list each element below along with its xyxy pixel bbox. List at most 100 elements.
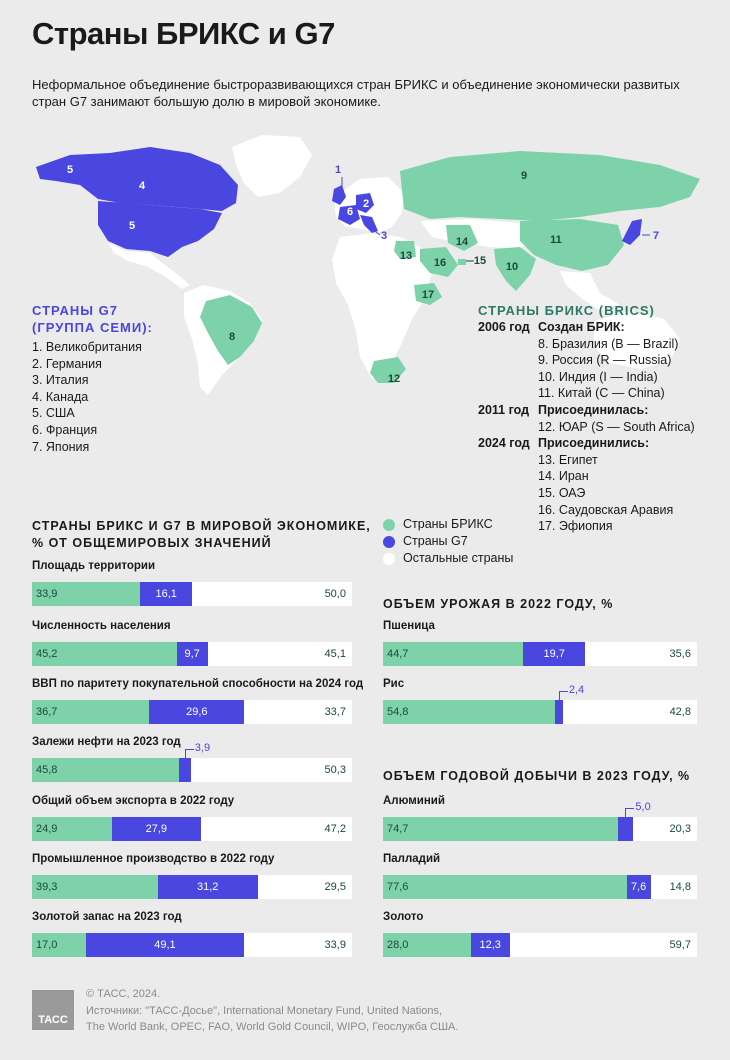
canada-shape	[36, 147, 238, 211]
legend-item-g7: Страны G7	[383, 533, 513, 550]
g7-member: 4. Канада	[32, 389, 89, 404]
bar-segment-g7: 29,6	[149, 700, 245, 724]
legend-label-brics: Страны БРИКС	[403, 517, 493, 531]
g7-member: 1. Великобритания	[32, 340, 142, 354]
g7-member: 5. США	[32, 406, 75, 421]
uae-shape	[458, 259, 466, 265]
bar-category-label: Золотой запас на 2023 год	[32, 911, 182, 923]
egypt-shape	[394, 241, 416, 259]
bar-segment-g7: 19,7	[523, 642, 586, 666]
map-number-14: 14	[456, 236, 469, 248]
map-number-5b: 5	[129, 220, 135, 232]
bar-category-label: Алюминий	[383, 795, 445, 807]
brics-group-title: Создан БРИК:	[538, 320, 625, 334]
bar-segment-brics: 45,8	[32, 758, 179, 782]
brics-year: 2024 год	[478, 436, 530, 451]
brics-year: 2011 год	[478, 402, 530, 417]
brics-group-2006: 2006 год Создан БРИК:	[478, 319, 718, 336]
legend-item-brics: Страны БРИКС	[383, 516, 513, 533]
japan-shape	[622, 219, 642, 245]
g7-member: 6. Франция	[32, 422, 98, 437]
map-number-13: 13	[400, 250, 412, 262]
bar-segment-others: 59,7	[509, 933, 697, 957]
map-number-17: 17	[422, 289, 434, 301]
map-number-11: 11	[550, 234, 562, 246]
stacked-bar: 39,3 31,2 29,5	[32, 875, 352, 899]
germany-shape	[356, 193, 374, 213]
brics-heading: СТРАНЫ БРИКС (BRICS)	[478, 303, 655, 318]
africa-shape	[332, 233, 432, 379]
stacked-bar: 54,8 42,8	[383, 700, 697, 724]
bar-category-label: Численность населения	[32, 620, 171, 632]
brics-member: 15. ОАЭ	[538, 485, 586, 500]
bar-segment-brics: 45,2	[32, 642, 177, 666]
legend-swatch-brics	[383, 518, 395, 531]
world-heading-line-2: % ОТ ОБЩЕМИРОВЫХ ЗНАЧЕНИЙ	[32, 536, 272, 550]
g7-member: 2. Германия	[32, 356, 102, 371]
bar-segment-others: 47,2	[200, 817, 352, 841]
ethiopia-shape	[414, 283, 442, 305]
footer-sources-2: The World Bank, OPEC, FAO, World Gold Co…	[86, 1021, 459, 1033]
bar-segment-others: 50,0	[191, 582, 352, 606]
g7-member: 3. Италия	[32, 373, 89, 388]
bar-segment-others: 20,3	[633, 817, 697, 841]
mexico-shape	[108, 243, 190, 289]
tass-logo: ТАСС	[32, 990, 74, 1030]
india-shape	[494, 247, 536, 291]
mining-section-heading: ОБЪЕМ ГОДОВОЙ ДОБЫЧИ В 2023 ГОДУ, %	[383, 769, 691, 783]
bar-segment-brics: 74,7	[383, 817, 618, 841]
bar-segment-g7: 31,2	[157, 875, 258, 899]
bar-segment-g7: 27,9	[111, 817, 201, 841]
bar-segment-g7: 7,6	[626, 875, 651, 899]
g7-heading: СТРАНЫ G7	[32, 303, 118, 318]
brics-member: 8. Бразилия (B — Brazil)	[538, 336, 679, 351]
bar-segment-others: 35,6	[585, 642, 697, 666]
bar-segment-brics: 17,0	[32, 933, 87, 957]
stacked-bar: 33,9 16,1 50,0	[32, 582, 352, 606]
legend-swatch-others	[383, 552, 395, 565]
usa-shape	[98, 201, 222, 257]
stacked-bar: 24,9 27,9 47,2	[32, 817, 352, 841]
italy-shape	[360, 215, 378, 233]
footer: © ТАСС, 2024. Источники: "ТАСС-Досье", I…	[86, 986, 458, 1036]
bar-segment-g7	[178, 758, 192, 782]
callout-leader	[558, 691, 568, 702]
brics-member: 10. Индия (I — India)	[538, 369, 658, 384]
bar-segment-others: 33,7	[244, 700, 352, 724]
world-map: 1 2 3 4 5 5 6 7 8 9 10 11 12 13 14 15 16…	[36, 135, 700, 395]
harvest-section-heading: ОБЪЕМ УРОЖАЯ В 2022 ГОДУ, %	[383, 597, 614, 611]
brics-member: 13. Египет	[538, 452, 598, 467]
bar-segment-g7: 16,1	[140, 582, 192, 606]
bar-category-label: Золото	[383, 911, 424, 923]
bar-segment-others: 42,8	[562, 700, 697, 724]
bar-segment-g7: 49,1	[86, 933, 244, 957]
greenland-shape	[232, 135, 312, 197]
brics-group-title: Присоединились:	[538, 436, 650, 451]
brics-group-2024: 2024 год Присоединились:	[478, 435, 718, 452]
brics-group-2011: 2011 год Присоединилась:	[478, 402, 718, 419]
bar-category-label: Пшеница	[383, 620, 435, 632]
map-number-1: 1	[335, 164, 341, 176]
stacked-bar: 36,7 29,6 33,7	[32, 700, 352, 724]
brics-member: 14. Иран	[538, 469, 589, 484]
bar-category-label: Рис	[383, 678, 405, 690]
russia-shape	[400, 151, 700, 221]
legend-item-others: Остальные страны	[383, 550, 513, 567]
brics-member: 16. Саудовская Аравия	[538, 502, 674, 517]
iran-shape	[446, 225, 478, 251]
bar-segment-others: 14,8	[650, 875, 697, 899]
world-heading-line-1: СТРАНЫ БРИКС И G7 В МИРОВОЙ ЭКОНОМИКЕ,	[32, 519, 371, 533]
bar-segment-brics: 36,7	[32, 700, 150, 724]
map-number-12: 12	[388, 373, 400, 385]
map-number-5a: 5	[67, 164, 73, 176]
legend-swatch-g7	[383, 535, 395, 548]
legend-label-others: Остальные страны	[403, 551, 514, 565]
g7-heading-sub: (ГРУППА СЕМИ):	[32, 320, 153, 335]
bar-segment-g7: 12,3	[470, 933, 510, 957]
bar-segment-others: 45,1	[207, 642, 352, 666]
stacked-bar: 17,0 49,1 33,9	[32, 933, 352, 957]
bar-segment-g7	[617, 817, 634, 841]
france-shape	[338, 205, 360, 225]
map-number-6: 6	[347, 206, 353, 218]
saudi-shape	[420, 247, 458, 277]
